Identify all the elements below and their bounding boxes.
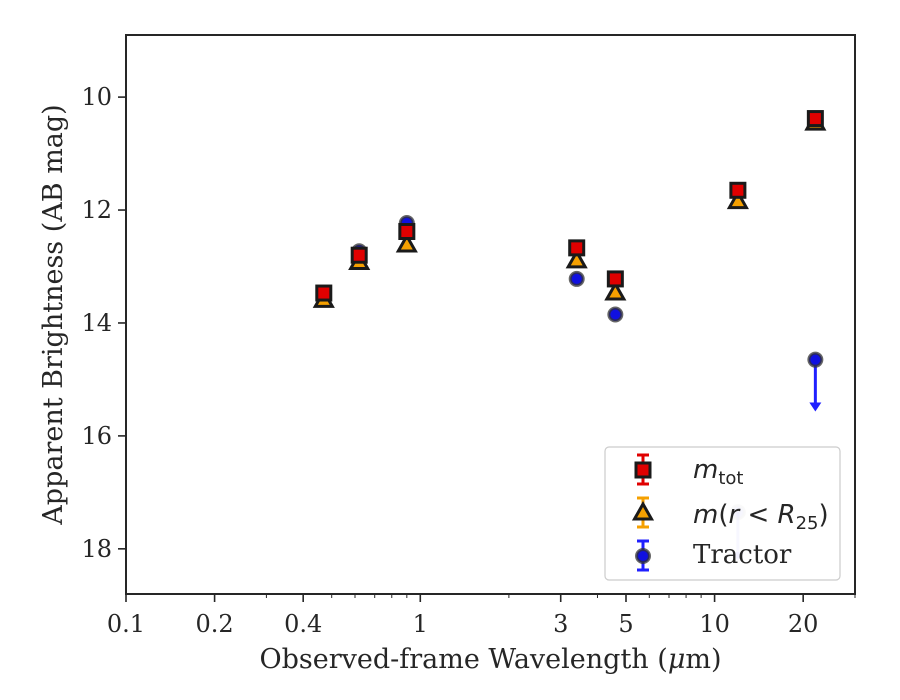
y-axis-label: Apparent Brightness (AB mag) bbox=[38, 104, 69, 525]
data-point-mr25 bbox=[604, 281, 627, 301]
data-point-mtot bbox=[398, 222, 416, 240]
data-point-tractor bbox=[607, 306, 624, 323]
y-tick-label: 12 bbox=[81, 196, 112, 224]
axis-ticks: 0.1 0.2 0.4 1 3 5 10 20 10 12 14 16 18 bbox=[81, 83, 856, 638]
data-point-mtot bbox=[806, 110, 824, 128]
x-tick-label: 3 bbox=[553, 610, 568, 638]
y-tick-label: 18 bbox=[81, 535, 112, 563]
legend-marker-mr25 bbox=[631, 500, 655, 521]
legend-marker-tractor bbox=[635, 548, 651, 564]
data-point-mtot bbox=[350, 246, 368, 264]
x-axis-label: Observed-frame Wavelength (μm) bbox=[259, 644, 721, 675]
y-tick-label: 10 bbox=[81, 83, 112, 111]
legend-label-tractor: Tractor bbox=[693, 540, 792, 570]
x-tick-label: 1 bbox=[413, 610, 428, 638]
data-point-mr25 bbox=[565, 248, 588, 269]
x-tick-label: 5 bbox=[618, 610, 633, 638]
x-tick-label: 0.2 bbox=[196, 610, 234, 638]
y-tick-label: 16 bbox=[81, 422, 112, 450]
data-point-tractor bbox=[807, 351, 824, 368]
legend-marker-mtot bbox=[634, 461, 652, 479]
x-tick-label: 20 bbox=[788, 610, 819, 638]
data-point-mr25 bbox=[726, 189, 749, 210]
data-point-mtot bbox=[568, 239, 586, 257]
y-tick-label: 14 bbox=[81, 309, 112, 337]
legend: mtot m(r < R25) Tractor bbox=[604, 446, 841, 581]
data-point-mtot bbox=[606, 270, 624, 288]
data-point-mtot bbox=[315, 284, 333, 302]
legend-label-mtot: mtot bbox=[693, 455, 743, 489]
data-point-tractor bbox=[568, 270, 585, 287]
x-tick-label: 10 bbox=[699, 610, 730, 638]
x-tick-label: 0.4 bbox=[284, 610, 322, 638]
data-point-mr25 bbox=[395, 233, 418, 253]
legend-markers bbox=[631, 453, 655, 572]
legend-box bbox=[604, 446, 841, 581]
plot-frame bbox=[125, 34, 856, 595]
x-tick-label: 0.1 bbox=[107, 610, 145, 638]
data-point-mtot bbox=[729, 181, 747, 199]
legend-label-m-r25: m(r < R25) bbox=[693, 500, 829, 534]
upper-limit-arrow-head bbox=[809, 402, 822, 412]
